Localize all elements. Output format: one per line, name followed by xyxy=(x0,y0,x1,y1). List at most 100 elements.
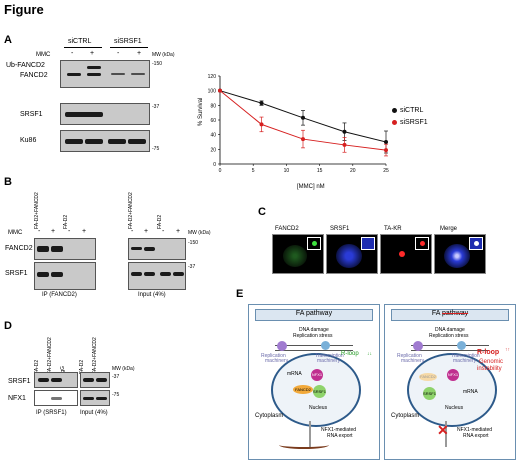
fluor-label-merge: Merge xyxy=(440,226,458,232)
data-point xyxy=(301,137,305,142)
y-tick-label: 0 xyxy=(213,162,216,168)
mmc-sign: - xyxy=(162,228,165,235)
rep-text: Replication xyxy=(261,353,286,359)
mw-label: MW (kDa) xyxy=(112,366,135,372)
trans-text: Transcription xyxy=(451,353,480,359)
legend-item-sisrsf1: siSRSF1 xyxy=(392,116,428,128)
dna-strand xyxy=(275,345,353,351)
lane-label: FA-D2+FANCD2 xyxy=(128,192,134,229)
x-tick-label: 0 xyxy=(219,168,222,174)
mw-mark-75: -75 xyxy=(112,392,120,398)
replication-machinery-shape xyxy=(277,341,287,351)
nucleus-shape xyxy=(407,353,497,427)
mw-label: MW (kDa) xyxy=(188,230,211,236)
group-label-sisrsf1: siSRSF1 xyxy=(114,38,142,45)
genomic-text: instability xyxy=(477,366,502,372)
nfx1-shape: NFX1 xyxy=(311,369,323,381)
lane-label: FA-D2+FANCD2 xyxy=(92,337,98,374)
trans-text: Transcription xyxy=(315,353,344,359)
rep-text: Replication xyxy=(397,353,422,359)
cytoplasm-text: Cytoplasm xyxy=(391,413,420,419)
ip-label: IP (SRSF1) xyxy=(36,410,67,416)
trans-text: machinery xyxy=(453,358,477,364)
blot-input-fancd2 xyxy=(128,238,186,260)
mmc-sign: - xyxy=(68,228,71,235)
mw-label: MW (kDa) xyxy=(152,52,175,58)
rloop-up-arrows: ↑↑ xyxy=(505,347,510,353)
panel-d-letter: D xyxy=(4,320,12,332)
cytoplasm-text: Cytoplasm xyxy=(255,413,284,419)
legend-text: siSRSF1 xyxy=(400,118,428,126)
y-tick-label: 80 xyxy=(210,103,216,109)
rloop-down-arrows: ↓↓ xyxy=(367,351,372,357)
mmc-sign: + xyxy=(51,228,56,235)
blot-input-nfx1 xyxy=(80,390,110,406)
row-label-srsf1: SRSF1 xyxy=(5,270,28,277)
legend-item-sictrl: siCTRL xyxy=(392,104,428,116)
data-point xyxy=(342,142,347,147)
export-text: NFX1-mediated xyxy=(321,427,357,433)
legend-marker xyxy=(392,107,397,113)
ip-label: IP (FANCD2) xyxy=(42,292,77,298)
chart-series xyxy=(218,88,388,157)
blot-ip-nfx1 xyxy=(34,390,78,406)
mw-mark-37: -37 xyxy=(188,264,196,270)
x-tick-label: 25 xyxy=(383,168,389,174)
input-label: Input (4%) xyxy=(138,292,166,298)
x-tick-label: 5 xyxy=(252,168,255,174)
figure-title: Figure xyxy=(4,2,44,17)
blot-ku86 xyxy=(60,130,150,152)
x-axis-label: [MMC] nM xyxy=(297,184,325,190)
title-struck: pathway xyxy=(442,310,469,317)
group-line-sisrsf1 xyxy=(110,47,148,48)
legend-text: siCTRL xyxy=(400,106,424,114)
row-label-ku86: Ku86 xyxy=(20,137,37,144)
data-point xyxy=(218,88,222,93)
row-label-ub-fancd2: Ub-FANCD2 xyxy=(6,62,45,69)
mw-mark-75: -75 xyxy=(152,146,160,152)
lane-label: FA-D2+FANCD2 xyxy=(47,337,53,374)
x-tick-label: 15 xyxy=(317,168,323,174)
mw-mark-150: -150 xyxy=(188,240,199,246)
export-arrow xyxy=(445,421,447,447)
fluor-image-fancd2 xyxy=(272,234,324,274)
y-axis-label: % Survival xyxy=(198,97,204,126)
blot-ip-srsf1 xyxy=(34,372,78,388)
mw-mark-150: -150 xyxy=(152,61,163,67)
export-text: RNA export xyxy=(463,433,489,439)
data-point xyxy=(384,148,388,153)
legend-marker xyxy=(392,119,397,125)
transcription-machinery-shape xyxy=(457,341,466,350)
fluor-image-srsf1 xyxy=(326,234,378,274)
nucleus-text: Nucleus xyxy=(309,405,328,411)
fluor-label-srsf1: SRSF1 xyxy=(330,226,350,232)
survival-chart: 0 20 40 60 80 100 120 0 5 10 15 20 25 xyxy=(208,74,389,174)
y-axis-label-wrap: % Survival xyxy=(198,98,232,126)
nucleus-text: Nucleus xyxy=(445,405,464,411)
lane-label: FA-D2 xyxy=(157,214,163,229)
nfx1-shape: NFX1 xyxy=(447,369,459,381)
panel-a-letter: A xyxy=(4,34,12,46)
data-point xyxy=(342,129,347,134)
input-label: Input (4%) xyxy=(80,410,108,416)
mmc-sign: - xyxy=(71,50,74,57)
blot-ip-srsf1 xyxy=(34,262,96,290)
dna-strand xyxy=(411,345,489,351)
mrna-text: mRNA xyxy=(463,389,478,395)
lane-label: FA-D2+FANCD2 xyxy=(34,192,40,229)
x-tick-label: 10 xyxy=(284,168,290,174)
export-text: RNA export xyxy=(327,433,353,439)
data-point xyxy=(301,115,305,120)
export-text: NFX1-mediated xyxy=(457,427,493,433)
mmc-sign: - xyxy=(117,50,120,57)
lane-label: FA-D2 xyxy=(63,214,69,229)
rep-text: machinery xyxy=(401,358,425,364)
row-label-srsf1: SRSF1 xyxy=(8,378,31,385)
schematic-title: FA pathway xyxy=(391,309,509,321)
mw-mark-37: -37 xyxy=(152,104,160,110)
rep-text: machinery xyxy=(265,358,289,364)
blot-input-srsf1 xyxy=(80,372,110,388)
mmc-label: MMC xyxy=(36,52,51,58)
block-x-icon: ✕ xyxy=(437,422,449,438)
stress-text: Replication stress xyxy=(293,333,333,339)
